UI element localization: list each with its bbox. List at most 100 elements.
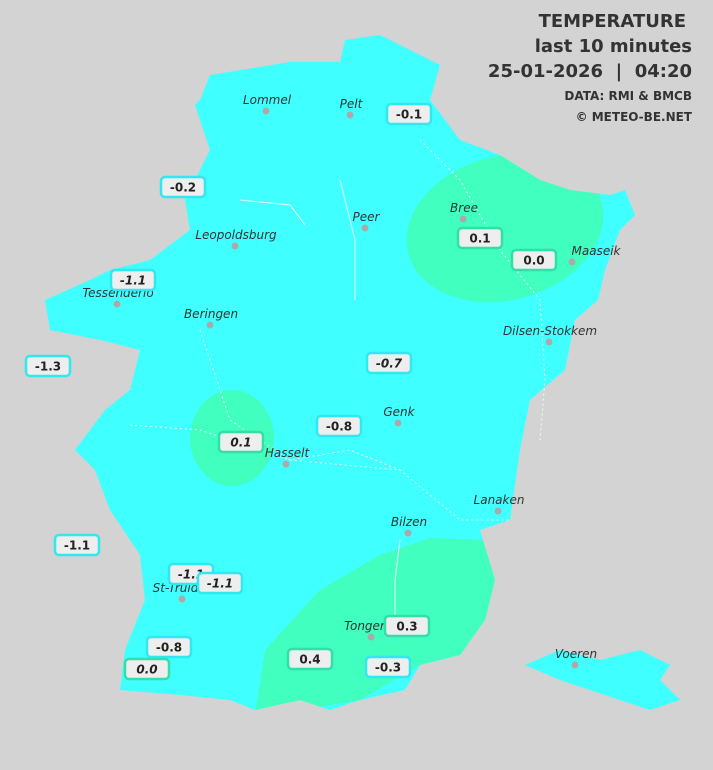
city-name: Dilsen-Stokkem [503, 324, 597, 338]
city: Bree [450, 201, 478, 223]
station-box [159, 175, 207, 199]
station: -1.1 [53, 533, 101, 557]
city-dot [494, 507, 502, 515]
voeren-shape [525, 650, 680, 710]
station-box [364, 655, 412, 679]
city-name: Voeren [555, 647, 597, 661]
station-value: 0.3 [396, 620, 417, 634]
city-name: Pelt [340, 97, 364, 111]
station: -1.1 [109, 268, 157, 292]
station-value: -1.1 [120, 274, 146, 288]
city-dot [394, 419, 402, 427]
station: -1.1 [196, 571, 244, 595]
station-box [196, 571, 244, 595]
city: Voeren [555, 647, 597, 669]
station-box [109, 268, 157, 292]
station-box [385, 102, 433, 126]
city-dot [459, 215, 467, 223]
city: Genk [383, 405, 416, 427]
station-box [510, 248, 558, 272]
source: DATA: RMI & BMCB [564, 89, 692, 103]
datetime: 25-01-2026 | 04:20 [488, 61, 692, 82]
title: TEMPERATURE [539, 11, 686, 32]
city-dot [346, 111, 354, 119]
city-dot [282, 460, 290, 468]
station-box [383, 614, 431, 638]
city: Lommel [243, 93, 292, 115]
station-value: -0.3 [375, 661, 401, 675]
station-value: -0.2 [170, 181, 196, 195]
city: Pelt [340, 97, 364, 119]
station-value: 0.1 [230, 436, 251, 450]
station: -0.8 [145, 635, 193, 659]
city-name: Lommel [243, 93, 292, 107]
city: Peer [353, 210, 381, 232]
station: -1.3 [24, 354, 72, 378]
city-dot [231, 242, 239, 250]
city-dot [545, 338, 553, 346]
station: -0.8 [315, 414, 363, 438]
station-box [286, 647, 334, 671]
copyright: © METEO-BE.NET [576, 110, 693, 124]
station-value: -1.1 [207, 577, 233, 591]
city-dot [262, 107, 270, 115]
station: 0.1 [456, 226, 504, 250]
city: Leopoldsburg [195, 228, 277, 250]
city-dot [404, 529, 412, 537]
station: -0.7 [365, 351, 413, 375]
city: Beringen [184, 307, 238, 329]
city: Dilsen-Stokkem [503, 324, 597, 346]
city-dot [568, 258, 576, 266]
station-box [456, 226, 504, 250]
station: 0.0 [510, 248, 558, 272]
city-dot [361, 224, 369, 232]
subtitle: last 10 minutes [535, 36, 692, 57]
city-name: Bree [450, 201, 478, 215]
warm-zone [255, 538, 500, 710]
station-value: -0.8 [326, 420, 352, 434]
station: -0.2 [159, 175, 207, 199]
station-value: -1.1 [64, 539, 90, 553]
station-box [24, 354, 72, 378]
rivers [239, 179, 401, 620]
city-name: Maaseik [572, 244, 622, 258]
header: TEMPERATURE last 10 minutes 25-01-2026 |… [488, 11, 693, 124]
city: Lanaken [474, 493, 525, 515]
city-dot [571, 661, 579, 669]
station-value: 0.1 [469, 232, 490, 246]
city-dot [178, 595, 186, 603]
city-name: Leopoldsburg [195, 228, 277, 242]
city-name: Beringen [184, 307, 238, 321]
station-value: -0.8 [156, 641, 182, 655]
city-name: Hasselt [265, 446, 311, 460]
borders [129, 139, 546, 521]
station-box [315, 414, 363, 438]
city-dot [367, 633, 375, 641]
station-box [53, 533, 101, 557]
station-value: 0.4 [299, 653, 320, 667]
city-name: Bilzen [391, 515, 427, 529]
station: 0.3 [383, 614, 431, 638]
city-name: Peer [353, 210, 381, 224]
city-dot [206, 321, 214, 329]
station-value: -1.3 [35, 360, 61, 374]
city: Hasselt [265, 446, 311, 468]
station-value: -0.7 [376, 357, 403, 371]
city-name: Lanaken [474, 493, 525, 507]
station-box [365, 351, 413, 375]
city-dot [113, 300, 121, 308]
city: Maaseik [568, 244, 622, 266]
station: -0.3 [364, 655, 412, 679]
station: 0.0 [123, 657, 171, 681]
station-value: -0.1 [396, 108, 422, 122]
station: 0.4 [286, 647, 334, 671]
station-box [123, 657, 171, 681]
station: 0.1 [217, 430, 265, 454]
station-value: 0.0 [523, 254, 544, 268]
station-box [217, 430, 265, 454]
city: Bilzen [391, 515, 427, 537]
station-box [145, 635, 193, 659]
station-value: 0.0 [136, 663, 157, 677]
station: -0.1 [385, 102, 433, 126]
